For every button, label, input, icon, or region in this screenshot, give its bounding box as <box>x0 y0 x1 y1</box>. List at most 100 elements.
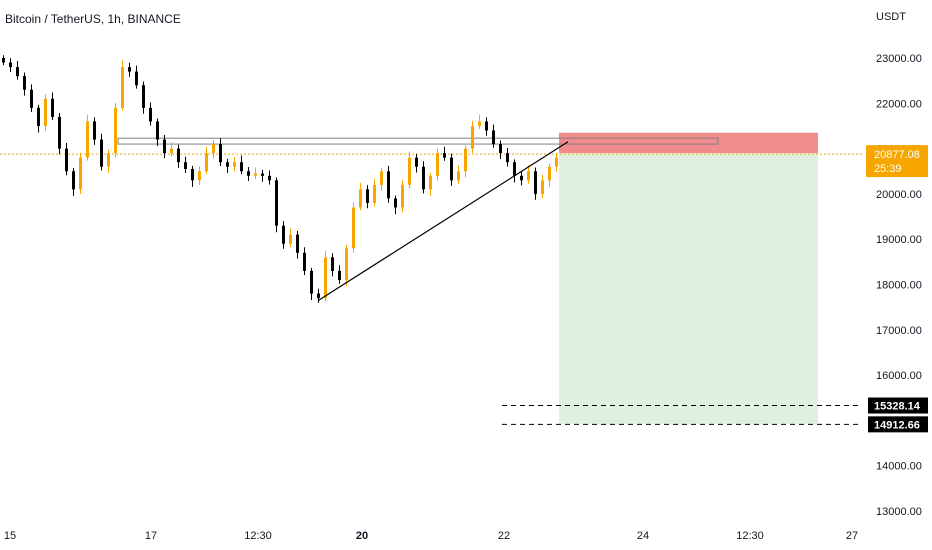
candle-body <box>478 121 481 126</box>
candle-body <box>170 148 173 154</box>
last-price-badge <box>866 145 928 178</box>
y-tick-label: 18000.00 <box>876 280 922 292</box>
candle-body <box>296 234 299 253</box>
last-price-value: 20877.08 <box>874 149 920 161</box>
candle-body <box>135 71 138 86</box>
candle-body <box>548 166 551 181</box>
candles <box>2 55 558 303</box>
candle-body <box>541 180 544 194</box>
candle-body <box>387 171 390 199</box>
candle-body <box>261 173 264 176</box>
price-badges: 20877.08 25:39 15328.14 14912.66 <box>866 145 928 433</box>
ascending-trendline <box>318 141 569 301</box>
candle-body <box>429 175 432 190</box>
candle-body <box>527 171 530 181</box>
resistance-zone-box <box>117 137 719 145</box>
candle-body <box>450 157 453 181</box>
price-label-value: 15328.14 <box>874 401 921 413</box>
candle-body <box>86 121 89 158</box>
stop-loss-zone <box>559 132 818 154</box>
candle-body <box>107 153 110 167</box>
chart-title: Bitcoin / TetherUS, 1h, BINANCE <box>5 12 181 26</box>
candle-body <box>30 89 33 108</box>
candle-body <box>366 189 369 203</box>
candle-body <box>499 144 502 154</box>
y-tick-label: 13000.00 <box>876 506 922 518</box>
candle-body <box>408 157 411 185</box>
y-tick-label: 17000.00 <box>876 325 922 337</box>
candle-body <box>555 157 558 167</box>
candle-body <box>471 125 474 149</box>
x-tick-label: 12:30 <box>736 530 764 542</box>
y-tick-label: 14000.00 <box>876 461 922 473</box>
candle-body <box>324 257 327 299</box>
candle-body <box>23 76 26 90</box>
countdown-timer: 25:39 <box>874 163 902 175</box>
candle-body <box>128 67 131 72</box>
candle-body <box>331 257 334 271</box>
horizontal-levels[interactable] <box>0 137 862 425</box>
candle-body <box>233 162 236 167</box>
candle-body <box>65 148 68 172</box>
candle-body <box>184 162 187 169</box>
candle-body <box>114 107 117 154</box>
candle-body <box>100 139 103 167</box>
candle-body <box>464 148 467 172</box>
candle-body <box>121 67 124 108</box>
candle-body <box>219 144 222 163</box>
candle-body <box>16 67 19 77</box>
candle-body <box>422 166 425 190</box>
candle-body <box>72 171 75 190</box>
candle-body <box>282 225 285 244</box>
candle-body <box>457 171 460 181</box>
price-axis[interactable]: 23000.0022000.0021000.0020000.0019000.00… <box>876 53 922 518</box>
candle-body <box>443 153 446 158</box>
price-label-badge <box>868 416 928 433</box>
take-profit-zone <box>559 153 818 425</box>
candle-body <box>163 139 166 154</box>
y-tick-label: 16000.00 <box>876 370 922 382</box>
candle-body <box>9 62 12 68</box>
candle-body <box>275 180 278 226</box>
candle-body <box>156 121 159 140</box>
candle-body <box>79 157 82 190</box>
x-tick-label: 22 <box>498 530 510 542</box>
candle-body <box>303 252 306 271</box>
candle-body <box>394 198 397 208</box>
candle-body <box>513 162 516 176</box>
candle-body <box>534 171 537 194</box>
candle-body <box>149 107 152 122</box>
candle-body <box>338 270 341 280</box>
x-tick-label: 15 <box>4 530 16 542</box>
candle-body <box>212 144 215 154</box>
trendline[interactable] <box>318 141 569 301</box>
candle-body <box>317 293 320 299</box>
candle-body <box>436 153 439 176</box>
price-label-badge <box>868 397 928 414</box>
candle-body <box>401 184 404 208</box>
candle-body <box>191 168 194 181</box>
time-axis[interactable]: 15 17 12:30 20 22 24 12:30 27 <box>4 530 858 542</box>
candle-body <box>520 175 523 181</box>
y-tick-label: 23000.00 <box>876 53 922 65</box>
x-tick-label: 27 <box>846 530 858 542</box>
candle-body <box>93 121 96 140</box>
candle-body <box>359 189 362 208</box>
candle-body <box>415 157 418 167</box>
candle-body <box>205 153 208 172</box>
candle-body <box>310 270 313 294</box>
candle-body <box>492 130 495 145</box>
candle-body <box>247 171 250 176</box>
position-zones[interactable] <box>559 132 818 425</box>
candle-body <box>37 107 40 126</box>
candle-body <box>44 98 47 126</box>
candle-body <box>58 116 61 149</box>
x-tick-label: 17 <box>145 530 157 542</box>
candle-body <box>352 207 355 249</box>
candle-body <box>177 148 180 163</box>
price-label-value: 14912.66 <box>874 419 920 431</box>
x-tick-label: 20 <box>356 530 368 542</box>
x-tick-label: 12:30 <box>244 530 272 542</box>
candle-body <box>373 184 376 203</box>
